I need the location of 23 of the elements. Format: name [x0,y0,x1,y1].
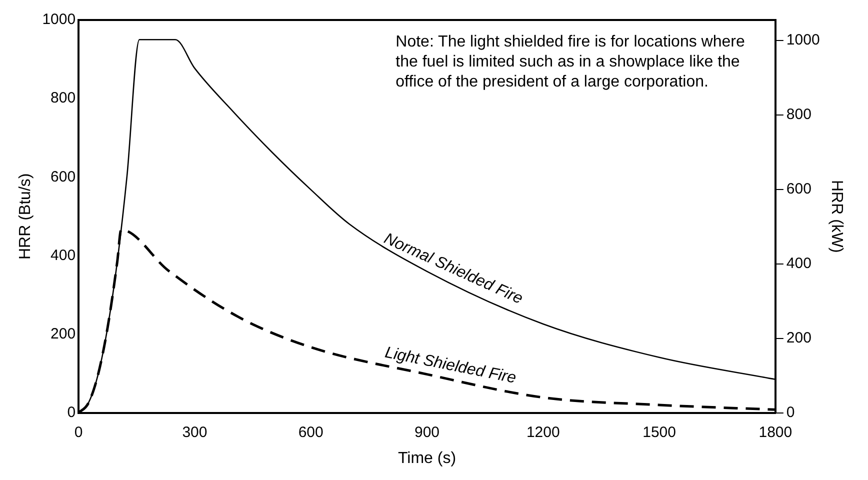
text: Light Shielded Fire [383,344,518,388]
x-tick-label: 1800 [758,424,792,441]
y2-tick-label: 800 [786,106,812,124]
x-tick-label: 1500 [642,424,676,441]
x-tick-label: 600 [298,424,324,441]
y2-tick-label: 1000 [786,32,820,49]
x-tick-label: 300 [182,424,208,441]
y-tick-label: 800 [50,90,76,107]
y-tick-label: 400 [50,246,76,264]
y-tick-label: 600 [50,168,76,186]
x-axis-title: Time (s) [398,450,456,467]
y2-tick-label: 400 [786,255,812,272]
y-tick-label: 1000 [42,11,76,28]
x-tick-label: 900 [414,424,440,441]
annotation: Note: The light shielded fire is for locations where the fuel is limited such as in a showplace like the office of the president of a large corporation. [396,33,745,90]
y-tick-label: 0 [67,404,76,421]
y2-tick-label: 0 [786,404,795,421]
y-axis-title: HRR (Btu/s) [17,173,34,260]
y-tick-label: 200 [50,325,76,342]
y2-axis-title: HRR (kW) [828,180,845,253]
y2-tick-label: 200 [786,329,812,346]
x-tick-label: 1200 [526,424,560,441]
y2-tick-label: 600 [786,180,812,198]
